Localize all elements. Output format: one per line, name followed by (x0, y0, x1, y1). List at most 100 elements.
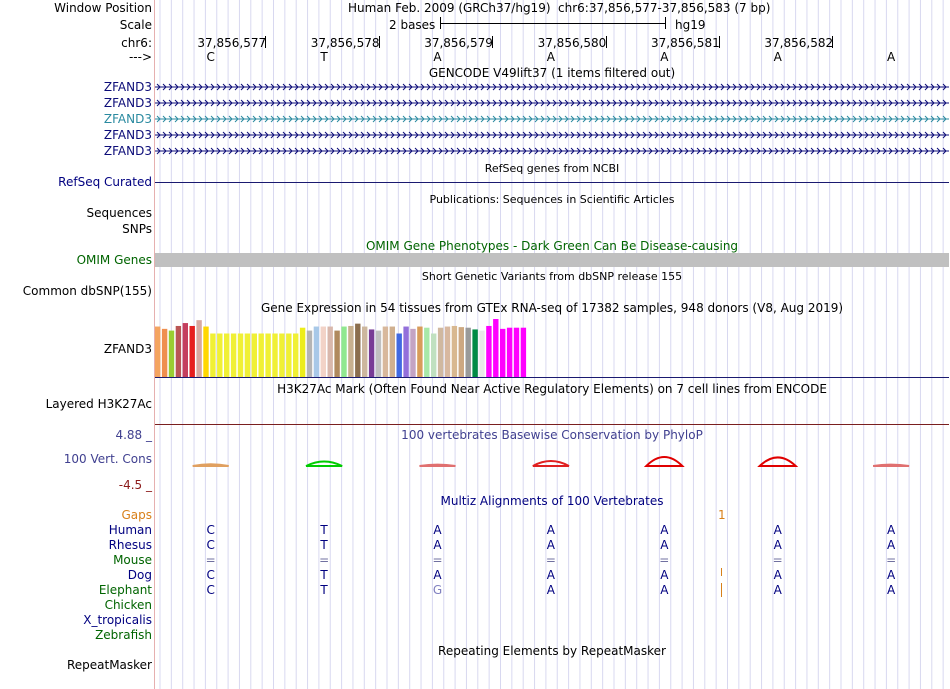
coordinate-tick (265, 36, 267, 48)
gtex-tissue-bar (500, 328, 506, 377)
species-base[interactable]: A (886, 538, 896, 552)
species-base[interactable]: = (432, 553, 443, 567)
species-base[interactable]: A (546, 523, 555, 537)
gencode-gene-label[interactable]: ZFAND3 (103, 80, 152, 94)
multiz-gap-count[interactable]: 1 (718, 508, 726, 522)
species-label[interactable]: Zebrafish (95, 628, 152, 642)
species-base[interactable]: A (773, 523, 782, 537)
species-base[interactable]: A (660, 568, 669, 582)
gtex-tissue-bar (472, 329, 478, 377)
species-base[interactable]: T (320, 538, 328, 552)
species-base[interactable]: A (433, 568, 442, 582)
species-base[interactable]: T (320, 523, 328, 537)
position-readout[interactable]: chr6:37,856,577-37,856,583 (7 bp) (558, 1, 771, 15)
reference-base[interactable]: A (546, 50, 555, 64)
omim-feature-bar[interactable] (155, 253, 949, 267)
snps-label[interactable]: SNPs (122, 222, 152, 236)
reference-base[interactable]: A (773, 50, 782, 64)
h3k27ac-track-title[interactable]: H3K27Ac Mark (Often Found Near Active Re… (277, 382, 827, 396)
multiz-gaps-label[interactable]: Gaps (121, 508, 152, 522)
species-base[interactable]: A (433, 538, 442, 552)
species-base[interactable]: A (433, 523, 442, 537)
species-base[interactable]: C (206, 583, 215, 597)
species-label[interactable]: Mouse (113, 553, 152, 567)
phylop-track-title[interactable]: 100 vertebrates Basewise Conservation by… (401, 428, 703, 442)
species-base[interactable]: = (772, 553, 783, 567)
species-base[interactable]: A (660, 523, 669, 537)
gtex-tissue-bar (375, 330, 382, 377)
gtex-tissue-bar (479, 330, 485, 377)
gtex-tissue-bar (410, 328, 416, 377)
species-base[interactable]: = (205, 553, 216, 567)
gencode-gene-label[interactable]: ZFAND3 (103, 144, 152, 158)
species-label[interactable]: Dog (127, 568, 152, 582)
refseq-gene-line[interactable] (155, 182, 949, 183)
species-label[interactable]: Human (108, 523, 152, 537)
phylop-score-plot[interactable] (155, 452, 949, 472)
phylop-label[interactable]: 100 Vert. Cons (63, 452, 152, 466)
gencode-gene-lines[interactable] (155, 80, 949, 160)
species-base[interactable]: C (206, 568, 215, 582)
species-base[interactable]: = (319, 553, 330, 567)
gtex-tissue-bar (258, 333, 264, 377)
species-base[interactable]: T (320, 583, 328, 597)
gtex-bar-chart[interactable] (155, 316, 555, 377)
gtex-tissue-bar (520, 327, 527, 377)
repeatmasker-track-title[interactable]: Repeating Elements by RepeatMasker (438, 644, 666, 658)
gencode-gene-label[interactable]: ZFAND3 (103, 96, 152, 110)
species-base[interactable]: A (773, 568, 782, 582)
refseq-label[interactable]: RefSeq Curated (58, 175, 152, 189)
reference-base[interactable]: C (206, 50, 215, 64)
omim-label[interactable]: OMIM Genes (76, 253, 152, 267)
gtex-tissue-bar (313, 326, 320, 377)
omim-track-title[interactable]: OMIM Gene Phenotypes - Dark Green Can Be… (365, 239, 739, 253)
reference-base[interactable]: T (320, 50, 328, 64)
species-base[interactable]: A (546, 568, 555, 582)
gtex-label[interactable]: ZFAND3 (103, 342, 152, 356)
dbsnp-label[interactable]: Common dbSNP(155) (22, 284, 152, 298)
gencode-gene-label[interactable]: ZFAND3 (103, 128, 152, 142)
species-base[interactable]: = (886, 553, 897, 567)
species-base[interactable]: A (773, 583, 782, 597)
repeatmasker-label[interactable]: RepeatMasker (66, 658, 152, 672)
publications-label[interactable]: Sequences (86, 206, 152, 220)
strand-label[interactable]: ---> (128, 50, 152, 64)
reference-base[interactable]: A (433, 50, 442, 64)
species-base[interactable]: = (545, 553, 556, 567)
species-base[interactable]: C (206, 523, 215, 537)
gtex-tissue-bar (444, 326, 451, 377)
gencode-track-title[interactable]: GENCODE V49lift37 (1 items filtered out) (428, 66, 676, 80)
publications-track-title[interactable]: Publications: Sequences in Scientific Ar… (429, 193, 675, 206)
species-base[interactable]: C (206, 538, 215, 552)
gtex-track-title[interactable]: Gene Expression in 54 tissues from GTEx … (260, 301, 844, 315)
coordinate-label: 37,856,579 (424, 36, 493, 50)
refseq-track-title[interactable]: RefSeq genes from NCBI (484, 162, 620, 175)
species-base[interactable]: A (773, 538, 782, 552)
species-base[interactable]: A (546, 583, 555, 597)
phylop-score-mark (305, 460, 343, 467)
phylop-score-mark (872, 463, 910, 467)
species-base[interactable]: = (659, 553, 670, 567)
species-base[interactable]: A (886, 523, 896, 537)
species-base[interactable]: A (546, 538, 555, 552)
gencode-gene-label[interactable]: ZFAND3 (103, 112, 152, 126)
species-label[interactable]: Chicken (104, 598, 152, 612)
reference-base[interactable]: A (886, 50, 896, 64)
coordinate-tick (605, 36, 607, 48)
species-base[interactable]: A (886, 568, 896, 582)
h3k27ac-label[interactable]: Layered H3K27Ac (45, 397, 152, 411)
strand-chevrons (156, 99, 947, 107)
species-base[interactable]: A (660, 538, 669, 552)
species-label[interactable]: X_tropicalis (83, 613, 152, 627)
species-base[interactable]: A (660, 583, 669, 597)
species-label[interactable]: Rhesus (108, 538, 152, 552)
dbsnp-track-title[interactable]: Short Genetic Variants from dbSNP releas… (421, 270, 683, 283)
reference-base[interactable]: A (660, 50, 669, 64)
species-base[interactable]: T (320, 568, 328, 582)
species-label[interactable]: Elephant (98, 583, 152, 597)
gtex-tissue-bar (320, 326, 326, 377)
multiz-track-title[interactable]: Multiz Alignments of 100 Vertebrates (440, 494, 664, 508)
gtex-tissue-bar (451, 325, 458, 377)
species-base[interactable]: A (886, 583, 896, 597)
species-base[interactable]: G (432, 583, 443, 597)
